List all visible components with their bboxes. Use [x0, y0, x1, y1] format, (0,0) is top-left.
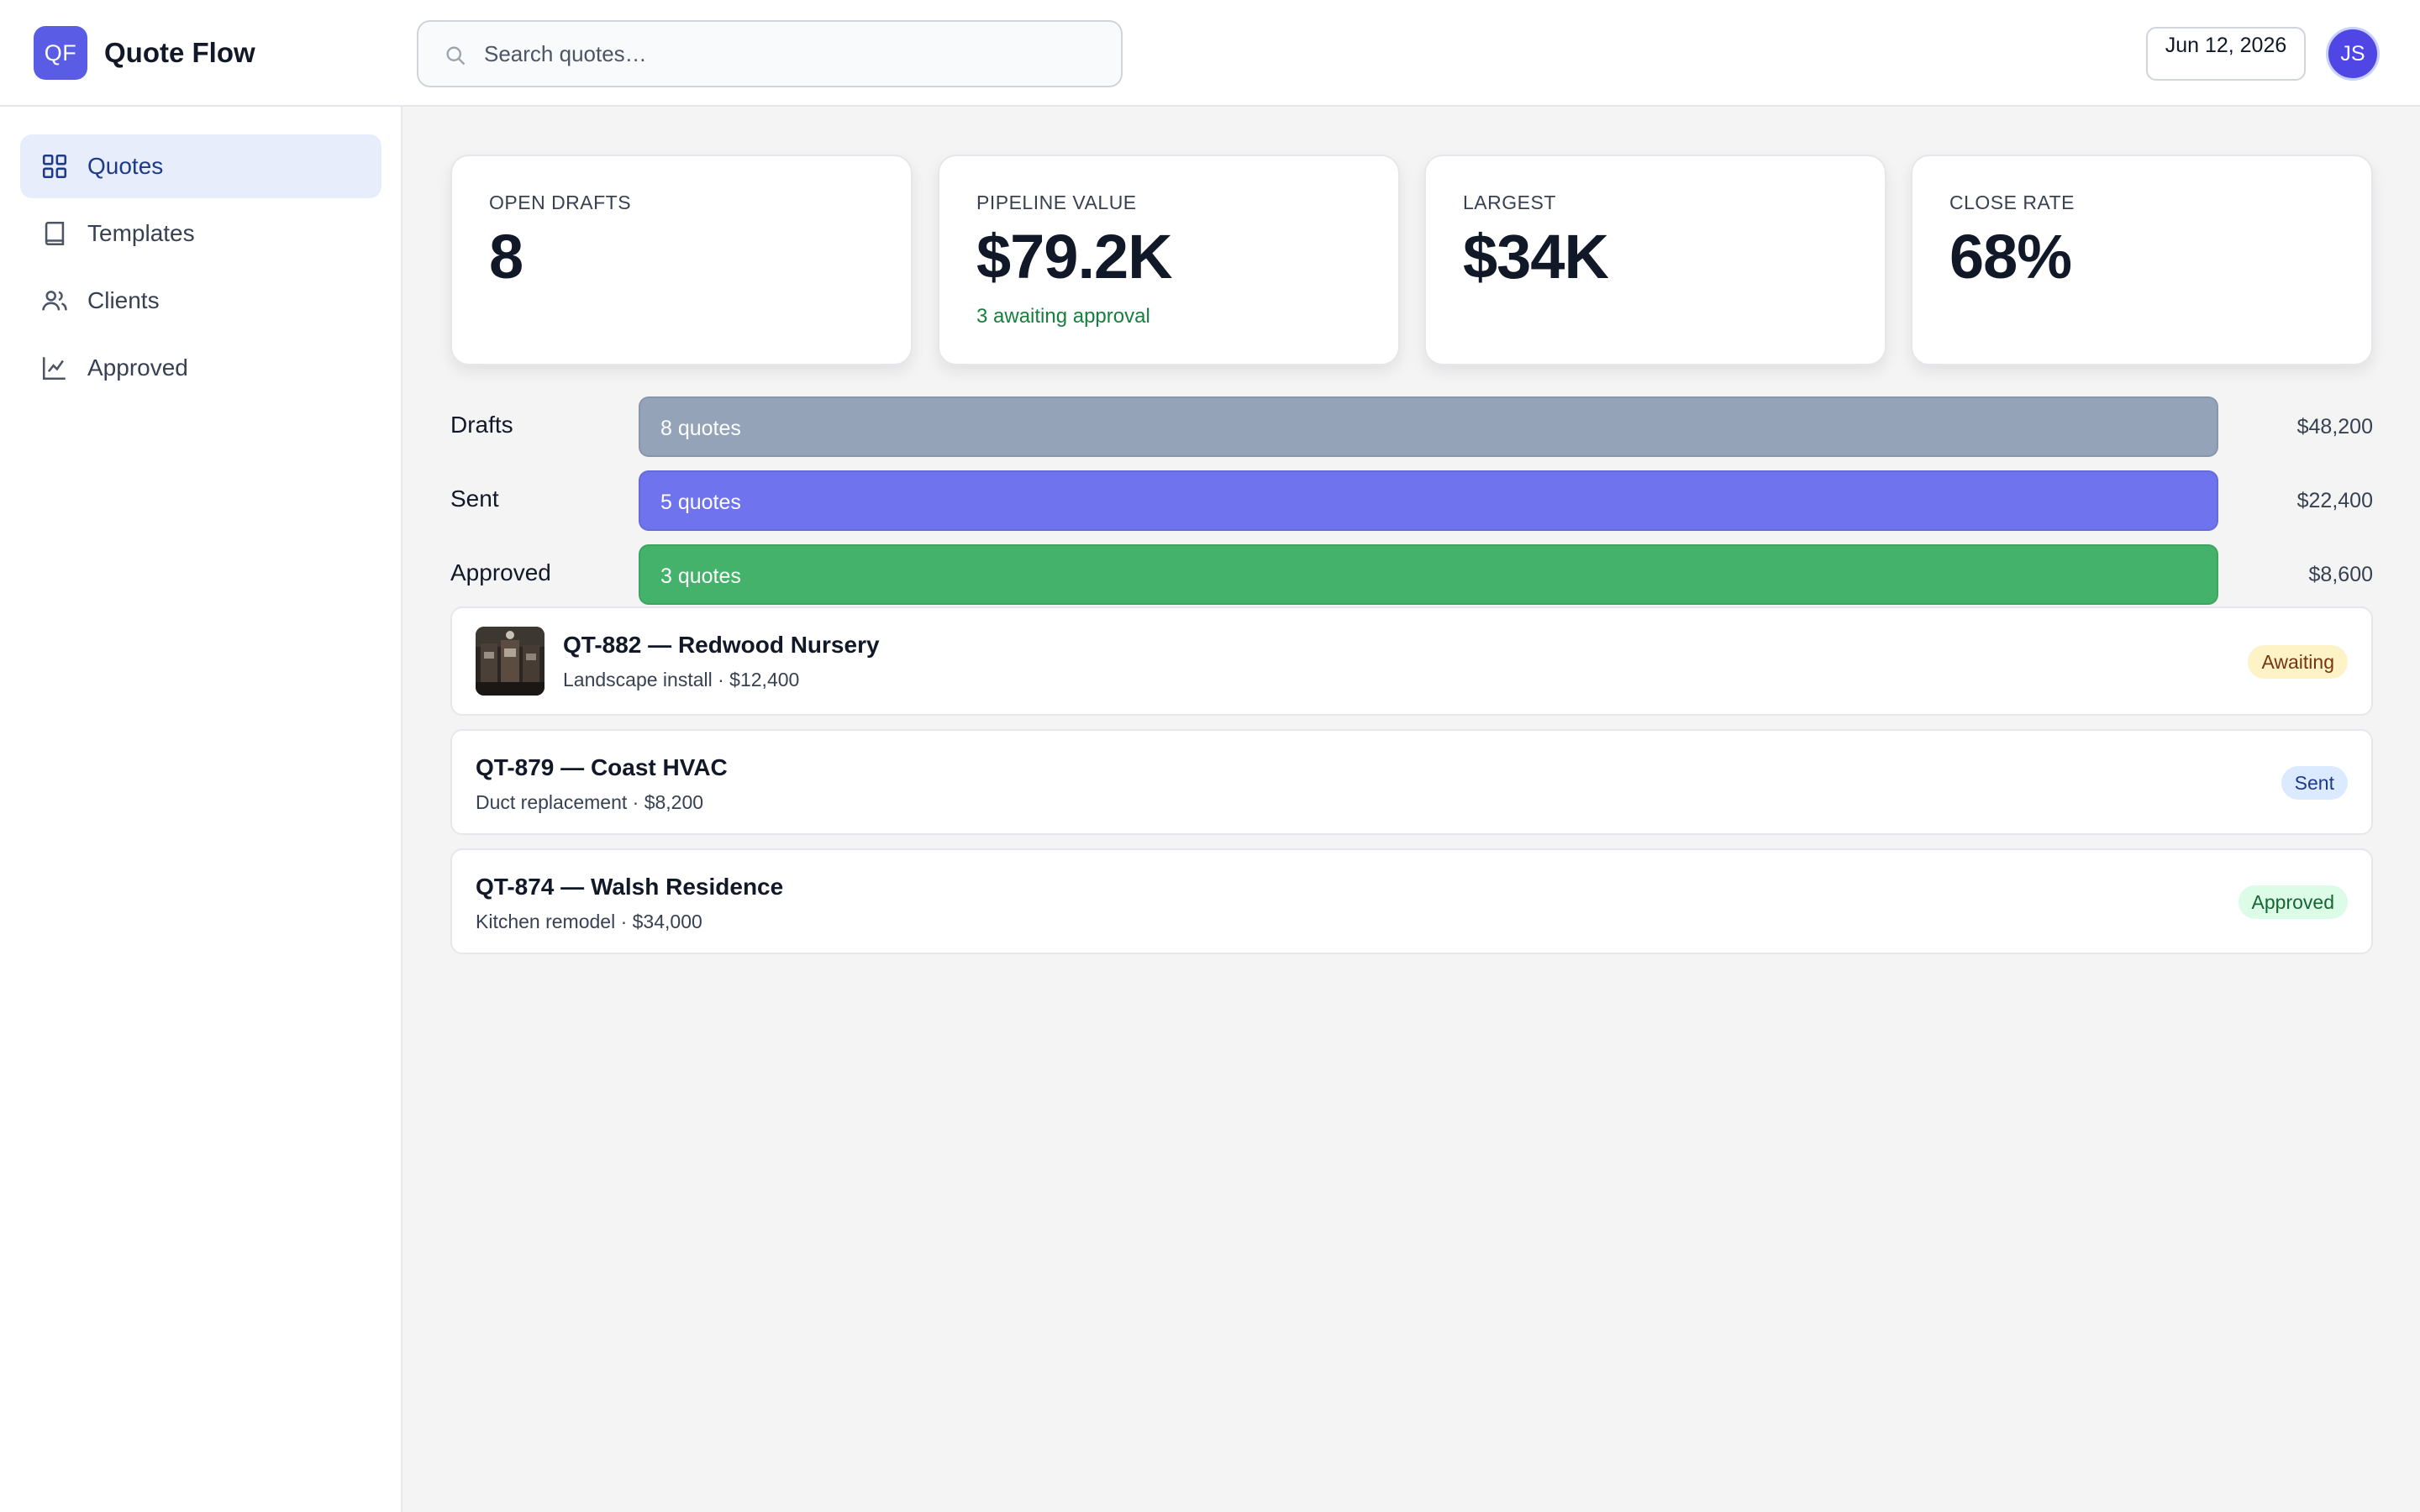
quote-row-qt-874[interactable]: QT-874 — Walsh Residence Kitchen remodel…: [450, 848, 2373, 954]
status-badge: Sent: [2281, 766, 2348, 800]
pipeline-bar-track: 5 quotes: [639, 470, 2218, 531]
quote-row-qt-879[interactable]: QT-879 — Coast HVAC Duct replacement · $…: [450, 729, 2373, 835]
stat-label: CLOSE RATE: [1949, 192, 2075, 213]
stat-label: LARGEST: [1463, 192, 1556, 213]
sidebar-item-label: Approved: [87, 354, 188, 381]
sidebar-item-approved[interactable]: Approved: [20, 336, 381, 400]
pipeline-stage-label: Approved: [450, 559, 551, 585]
top-bar: QF Quote Flow Jun 12, 2026 JS: [0, 0, 2420, 107]
quote-title: QT-874 — Walsh Residence: [476, 874, 784, 900]
pipeline-bar-track: 3 quotes: [639, 544, 2218, 605]
pipeline-bar[interactable]: 3 quotes: [639, 544, 2218, 605]
pipeline-bar-track: 8 quotes: [639, 396, 2218, 457]
sidebar-item-label: Quotes: [87, 153, 164, 179]
status-badge: Approved: [2238, 885, 2348, 919]
stat-card-pipeline-value: PIPELINE VALUE $79.2K 3 awaiting approva…: [938, 155, 1400, 365]
app-title: Quote Flow: [104, 37, 255, 68]
pipeline-amount: $22,400: [2296, 489, 2373, 512]
grid-icon: [42, 154, 67, 179]
search-icon: [446, 46, 466, 66]
quote-title: QT-879 — Coast HVAC: [476, 754, 728, 780]
quote-title: QT-882 — Redwood Nursery: [563, 632, 880, 658]
sidebar-item-clients[interactable]: Clients: [20, 269, 381, 333]
pipeline-stage-label: Drafts: [450, 412, 513, 438]
pipeline-row-approved[interactable]: Approved 3 quotes $8,600: [450, 544, 2373, 605]
stat-value: 68%: [1949, 222, 2072, 291]
pipeline-bar-count: 3 quotes: [660, 564, 741, 588]
pipeline-amount: $8,600: [2308, 563, 2373, 586]
sidebar-item-label: Templates: [87, 220, 195, 246]
book-icon: [45, 221, 65, 246]
stat-card-largest: LARGEST $34K: [1424, 155, 1886, 365]
status-badge: Awaiting: [2248, 645, 2348, 679]
pipeline-bar[interactable]: 5 quotes: [639, 470, 2218, 531]
quote-subtitle: Duct replacement · $8,200: [476, 791, 704, 813]
stat-value: 8: [489, 222, 523, 291]
users-icon: [42, 291, 67, 311]
quote-row-qt-882[interactable]: QT-882 — Redwood Nursery Landscape insta…: [450, 606, 2373, 716]
sidebar: Quotes Templates Clients Approved: [0, 107, 402, 1512]
stat-value: $79.2K: [976, 222, 1173, 291]
quote-thumbnail: [476, 627, 544, 696]
search-box[interactable]: [417, 20, 1123, 87]
pipeline-row-sent[interactable]: Sent 5 quotes $22,400: [450, 470, 2373, 531]
app-logo[interactable]: QF: [34, 26, 87, 80]
pipeline-row-drafts[interactable]: Drafts 8 quotes $48,200: [450, 396, 2373, 457]
quote-subtitle: Kitchen remodel · $34,000: [476, 911, 702, 932]
pipeline-bar[interactable]: 8 quotes: [639, 396, 2218, 457]
pipeline-amount: $48,200: [2296, 415, 2373, 438]
stat-subtext: 3 awaiting approval: [976, 305, 1150, 328]
quote-subtitle: Landscape install · $12,400: [563, 669, 800, 690]
stat-label: OPEN DRAFTS: [489, 192, 632, 213]
sidebar-item-templates[interactable]: Templates: [20, 202, 381, 265]
stat-label: PIPELINE VALUE: [976, 192, 1137, 213]
stat-value: $34K: [1463, 222, 1609, 291]
pipeline-bar-count: 8 quotes: [660, 417, 741, 440]
user-avatar[interactable]: JS: [2326, 27, 2380, 81]
search-input[interactable]: [484, 22, 1106, 86]
date-picker-button[interactable]: Jun 12, 2026: [2146, 27, 2306, 81]
chart-line-icon: [42, 357, 66, 381]
sidebar-item-quotes[interactable]: Quotes: [20, 134, 381, 198]
stat-card-close-rate: CLOSE RATE 68%: [1911, 155, 2373, 365]
pipeline-stage-label: Sent: [450, 486, 499, 512]
stat-card-open-drafts: OPEN DRAFTS 8: [450, 155, 913, 365]
sidebar-item-label: Clients: [87, 287, 160, 313]
pipeline-bar-count: 5 quotes: [660, 491, 741, 514]
